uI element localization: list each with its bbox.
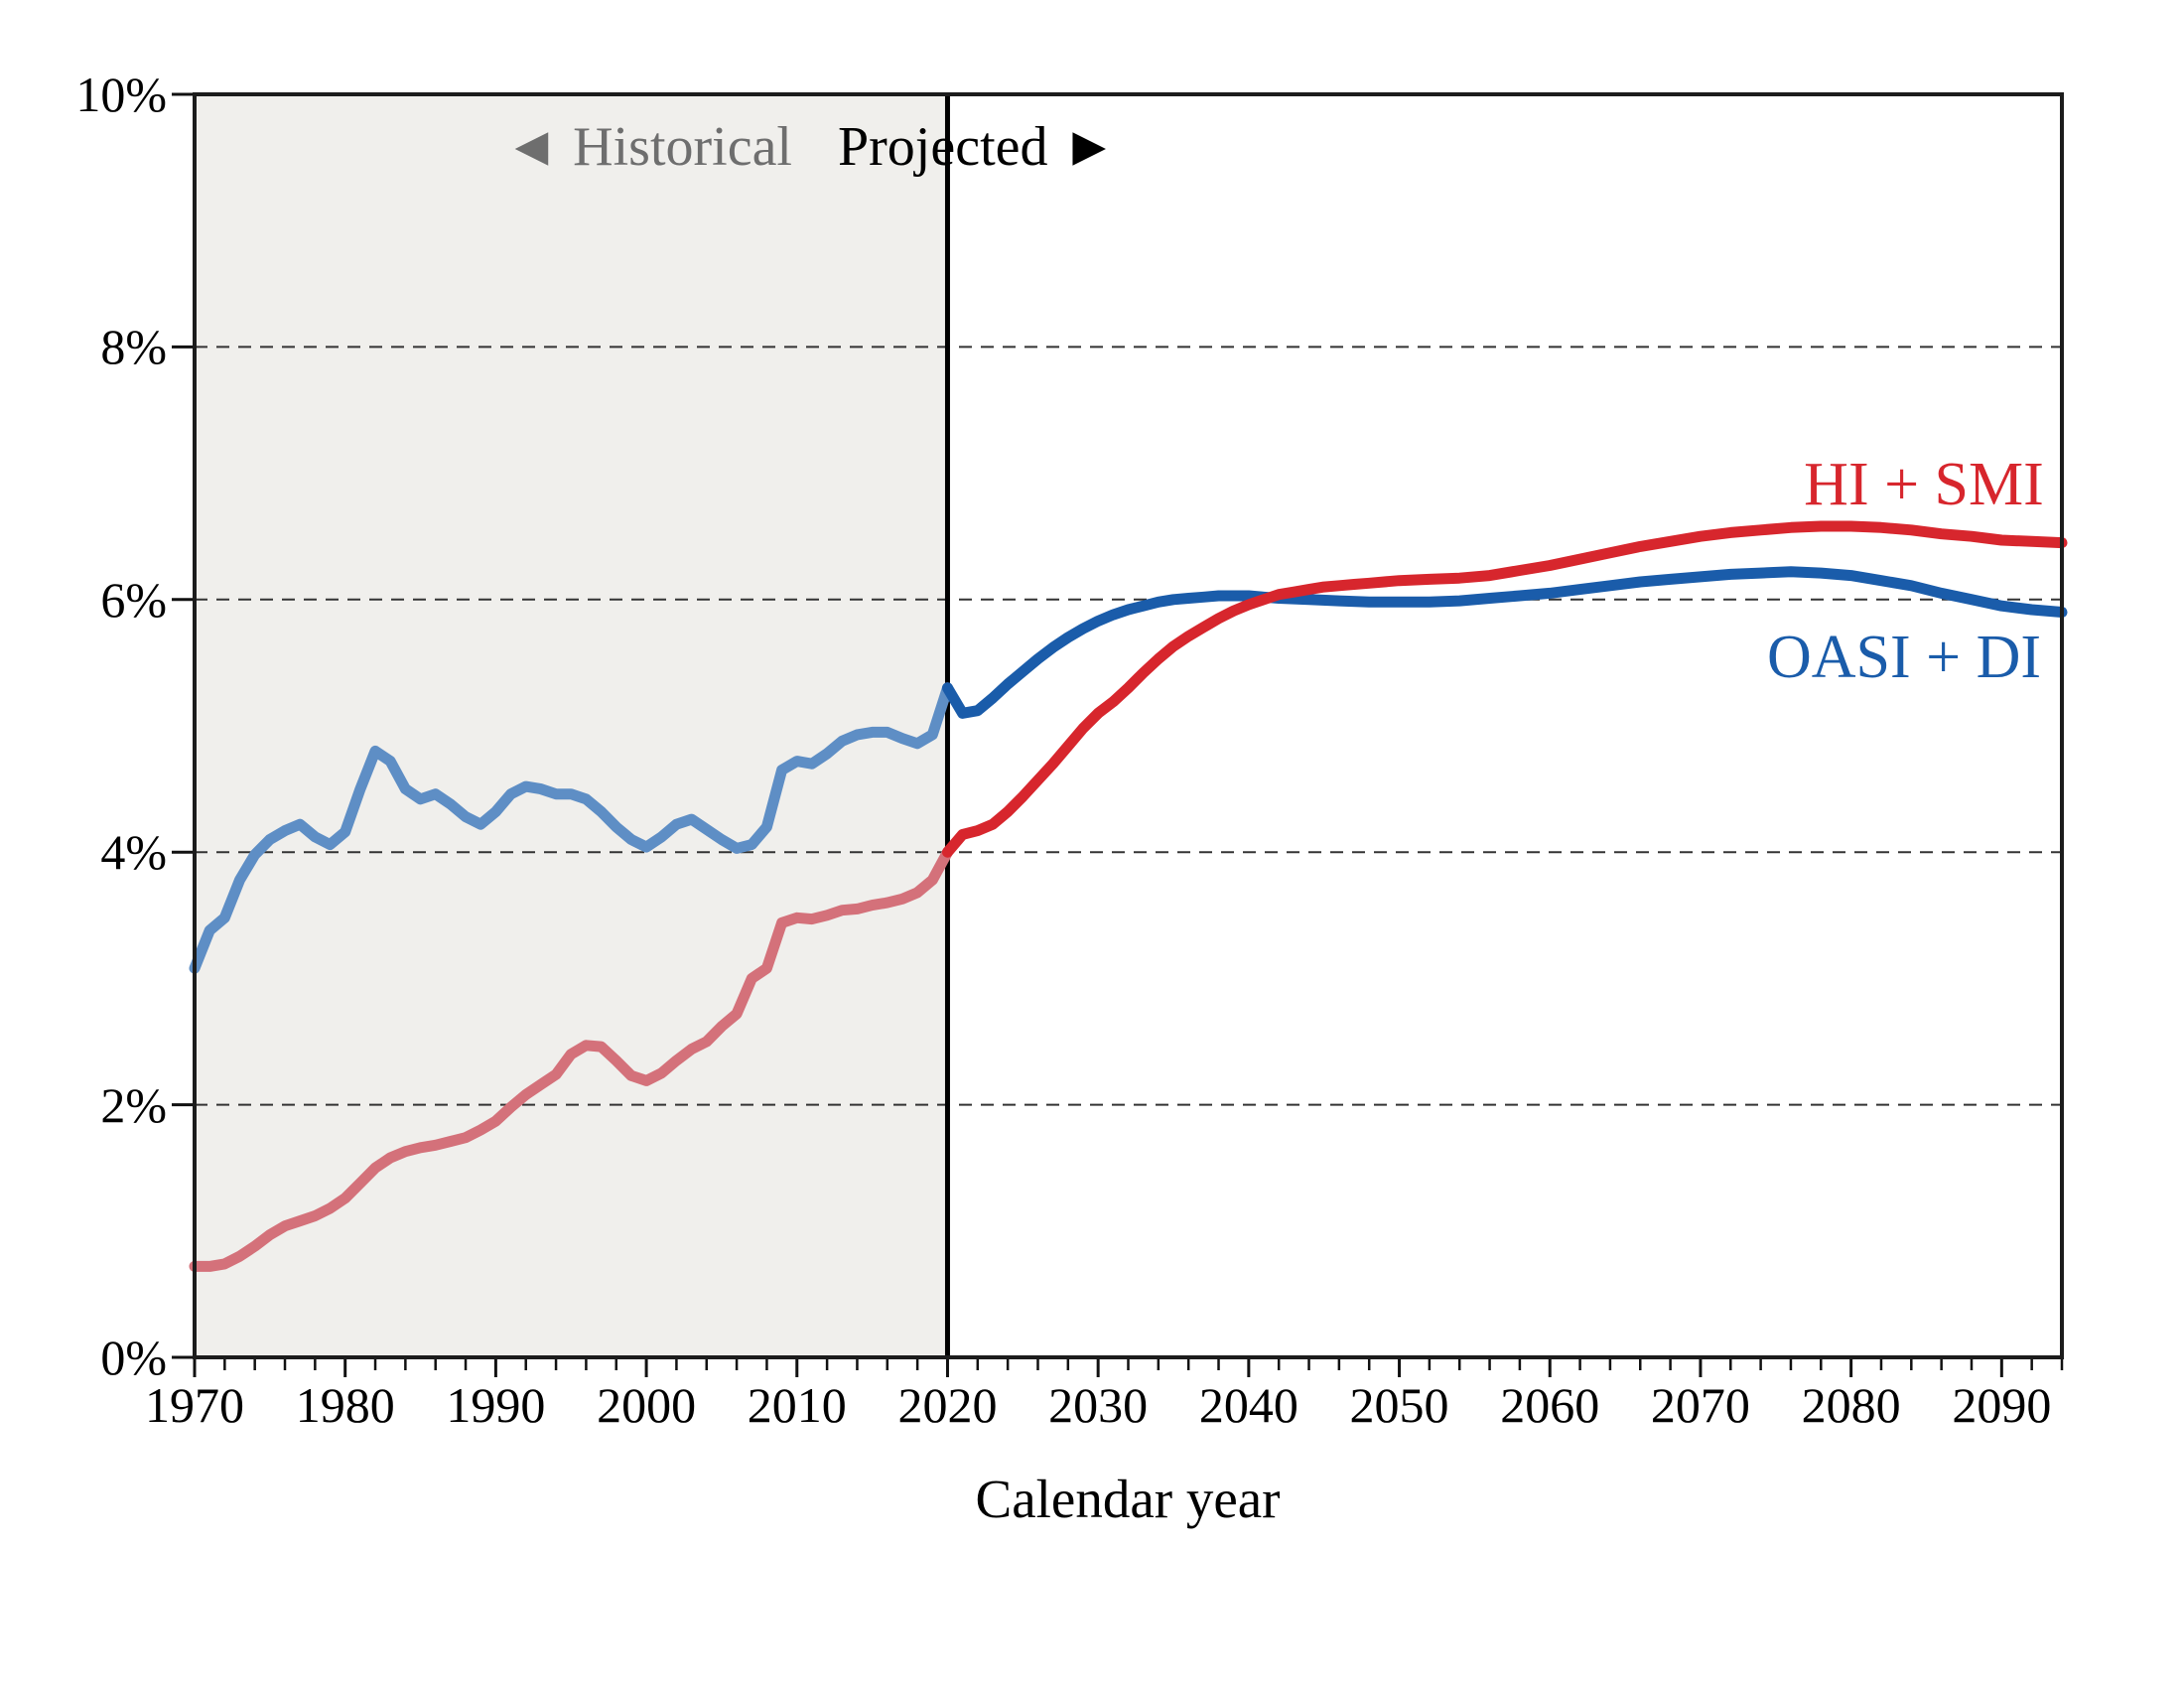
hi-smi-projected-line (942, 520, 2068, 858)
x-tick-label: 2070 (1650, 1377, 1750, 1433)
x-axis-title: Calendar year (975, 1469, 1281, 1529)
x-tick-label: 2080 (1801, 1377, 1901, 1433)
hi-smi-historical-line (189, 846, 953, 1272)
y-tick-label: 8% (100, 319, 167, 375)
y-tick-label: 6% (100, 571, 167, 628)
historical-region-label: ◄ Historical (503, 116, 792, 178)
y-tick-label: 4% (100, 824, 167, 881)
projected-region-label: Projected ► (838, 116, 1117, 178)
historical-shaded-region (195, 94, 948, 1357)
x-tick-label: 2060 (1500, 1377, 1600, 1433)
x-tick-label: 1990 (446, 1377, 546, 1433)
x-tick-label: 2000 (597, 1377, 697, 1433)
x-tick-label: 2090 (1952, 1377, 2052, 1433)
x-tick-label: 2010 (747, 1377, 847, 1433)
y-tick-label: 0% (100, 1330, 167, 1385)
x-tick-label: 2020 (897, 1377, 998, 1433)
oasi-di-historical-line (189, 682, 953, 974)
hi-smi-series-label: HI + SMI (1804, 451, 2044, 518)
x-tick-label: 1980 (295, 1377, 395, 1433)
x-tick-label: 2050 (1349, 1377, 1449, 1433)
plot-border (193, 92, 2064, 1359)
x-tick-label: 2040 (1198, 1377, 1298, 1433)
x-tick-label: 2030 (1048, 1377, 1149, 1433)
x-tick-label: 1970 (145, 1377, 244, 1433)
oasi-di-series-label: OASI + DI (1766, 624, 2042, 691)
oasi-di-projected-line (942, 566, 2068, 719)
y-tick-label: 2% (100, 1076, 167, 1133)
y-tick-label: 10% (75, 67, 167, 122)
